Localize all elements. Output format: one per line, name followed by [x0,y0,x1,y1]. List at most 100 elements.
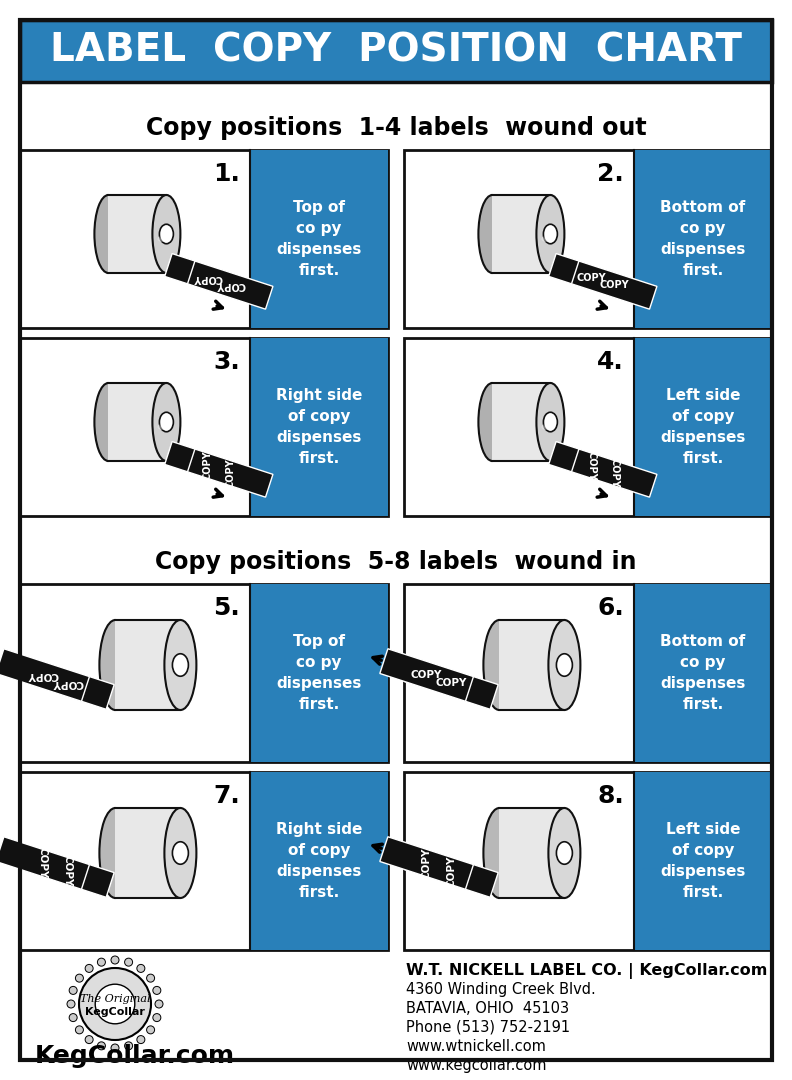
Bar [188,449,273,497]
Ellipse shape [536,383,565,461]
Bar [380,837,474,889]
Ellipse shape [543,426,550,429]
Bar [405,845,498,897]
Text: COPY: COPY [600,280,629,291]
Ellipse shape [147,1026,154,1034]
Bar [634,584,772,762]
Bar [634,772,772,950]
Bar [404,584,772,762]
Bar [20,772,388,950]
Bar [549,254,634,301]
Text: 7.: 7. [213,784,240,808]
Bar [380,649,474,701]
Ellipse shape [124,1042,132,1050]
Ellipse shape [67,1000,75,1008]
Text: Top of
co py
dispenses
first.: Top of co py dispenses first. [276,200,362,278]
Bar [405,657,498,710]
Bar [250,584,388,762]
Text: Phone (513) 752-2191: Phone (513) 752-2191 [406,1020,570,1035]
Ellipse shape [152,195,181,273]
Ellipse shape [153,1014,161,1022]
Circle shape [79,968,151,1040]
Ellipse shape [97,1042,105,1050]
Bar [20,21,772,82]
Text: 8.: 8. [597,784,624,808]
Ellipse shape [69,986,77,995]
Ellipse shape [137,964,145,972]
Text: Copy positions  5-8 labels  wound in: Copy positions 5-8 labels wound in [155,550,637,573]
Ellipse shape [69,1014,77,1022]
Ellipse shape [548,808,581,897]
Ellipse shape [153,986,161,995]
Ellipse shape [165,808,196,897]
Ellipse shape [159,413,173,432]
Text: COPY: COPY [586,450,596,481]
Text: Copy positions  1-4 labels  wound out: Copy positions 1-4 labels wound out [146,116,646,140]
Text: COPY: COPY [63,855,72,887]
Text: COPY: COPY [192,272,223,283]
Bar [493,383,550,461]
Text: 2.: 2. [597,162,624,186]
Ellipse shape [543,238,550,241]
Text: COPY: COPY [203,450,212,481]
Ellipse shape [542,237,551,242]
Ellipse shape [111,956,119,964]
Bar [572,449,657,497]
Bar [165,442,250,489]
Bar [500,808,565,897]
Bar [404,338,772,516]
Ellipse shape [147,974,154,982]
Text: BATAVIA, OHIO  45103: BATAVIA, OHIO 45103 [406,1001,569,1016]
Ellipse shape [100,620,131,710]
Text: www.kegcollar.com: www.kegcollar.com [406,1058,546,1074]
Ellipse shape [137,1036,145,1043]
Ellipse shape [165,620,196,710]
Ellipse shape [483,620,516,710]
Bar [21,845,114,897]
Ellipse shape [75,1026,83,1034]
Bar [634,338,772,516]
Ellipse shape [478,195,506,273]
Text: COPY: COPY [436,678,467,688]
Ellipse shape [158,424,167,430]
Ellipse shape [543,413,558,432]
Ellipse shape [159,426,166,429]
Text: W.T. NICKELL LABEL CO. | KegCollar.com: W.T. NICKELL LABEL CO. | KegCollar.com [406,963,767,978]
Text: COPY: COPY [577,272,606,283]
Ellipse shape [548,620,581,710]
Text: The Original: The Original [80,994,150,1004]
Bar [404,772,772,950]
Ellipse shape [483,808,516,897]
Ellipse shape [159,238,166,241]
Bar [188,261,273,309]
Ellipse shape [111,1044,119,1052]
Ellipse shape [536,195,565,273]
Ellipse shape [124,958,132,967]
Text: Bottom of
co py
dispenses
first.: Bottom of co py dispenses first. [661,200,746,278]
Text: Right side
of copy
dispenses
first.: Right side of copy dispenses first. [276,388,362,465]
Text: COPY: COPY [38,848,48,879]
Text: KegCollar: KegCollar [85,1007,145,1017]
Bar [493,195,550,273]
Ellipse shape [94,383,123,461]
Text: www.wtnickell.com: www.wtnickell.com [406,1039,546,1054]
Bar [20,584,388,762]
Text: COPY: COPY [421,848,432,879]
Text: 3.: 3. [213,350,240,374]
Bar [20,150,388,328]
Bar [250,772,388,950]
Bar [21,657,114,710]
Text: COPY: COPY [609,458,619,488]
Text: COPY: COPY [27,670,59,680]
Text: Left side
of copy
dispenses
first.: Left side of copy dispenses first. [661,388,746,465]
Ellipse shape [158,237,167,242]
Ellipse shape [152,383,181,461]
Ellipse shape [543,225,558,244]
Text: 4360 Winding Creek Blvd.: 4360 Winding Creek Blvd. [406,982,596,997]
Text: 4.: 4. [597,350,624,374]
Ellipse shape [75,974,83,982]
Text: COPY: COPY [225,458,235,488]
Ellipse shape [159,225,173,244]
Bar [250,150,388,328]
Ellipse shape [478,383,506,461]
